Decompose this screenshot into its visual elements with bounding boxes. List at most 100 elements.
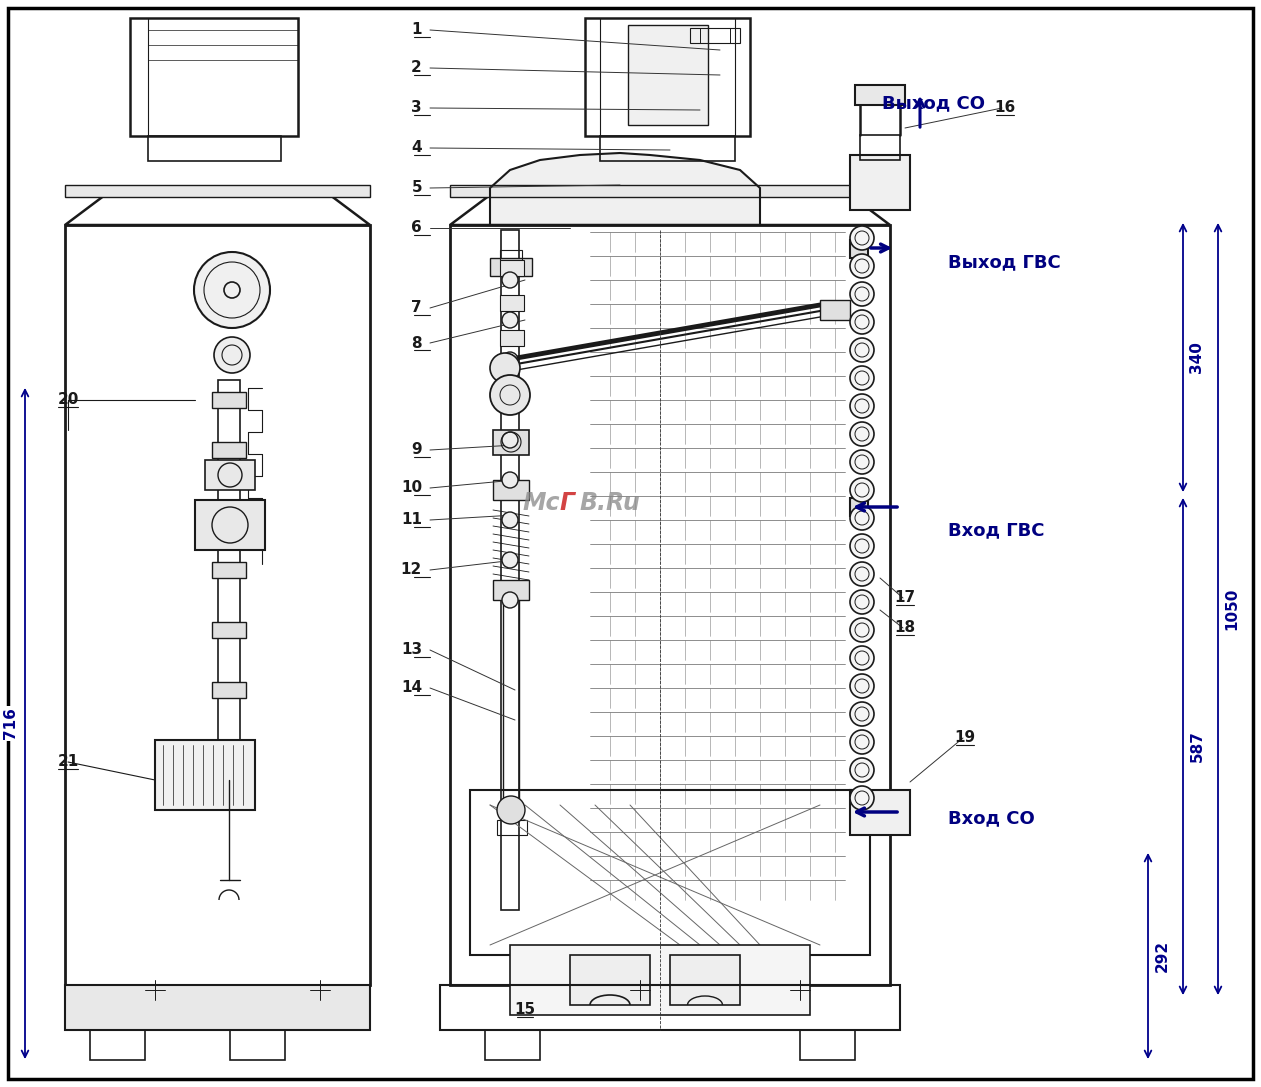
Bar <box>485 1030 540 1060</box>
Text: 6: 6 <box>411 221 422 236</box>
Bar <box>570 955 649 1005</box>
Text: 7: 7 <box>411 300 422 315</box>
Circle shape <box>502 472 518 488</box>
Text: 1050: 1050 <box>1224 588 1240 630</box>
Text: 19: 19 <box>955 730 976 746</box>
Text: 15: 15 <box>514 1002 536 1017</box>
Bar <box>600 136 735 161</box>
Circle shape <box>502 392 518 408</box>
Circle shape <box>502 512 518 528</box>
Text: 5: 5 <box>411 180 422 196</box>
Bar <box>850 498 868 516</box>
Circle shape <box>850 254 874 278</box>
Bar <box>690 28 740 43</box>
Circle shape <box>850 507 874 530</box>
Bar <box>855 85 905 105</box>
Text: 13: 13 <box>401 642 422 658</box>
Circle shape <box>850 393 874 418</box>
Text: 8: 8 <box>411 336 422 350</box>
Text: 12: 12 <box>401 562 422 577</box>
Text: Вход ГВС: Вход ГВС <box>948 521 1044 539</box>
Circle shape <box>850 310 874 334</box>
Circle shape <box>850 282 874 307</box>
Circle shape <box>850 702 874 726</box>
Bar <box>155 740 255 810</box>
Circle shape <box>850 590 874 614</box>
Circle shape <box>850 758 874 782</box>
Text: 716: 716 <box>4 708 19 739</box>
Circle shape <box>194 252 270 328</box>
Text: 16: 16 <box>995 100 1015 115</box>
Bar <box>501 250 522 260</box>
Bar <box>799 1030 855 1060</box>
Circle shape <box>850 450 874 474</box>
Circle shape <box>502 592 518 608</box>
Bar <box>66 225 369 985</box>
Circle shape <box>502 432 518 448</box>
Circle shape <box>502 272 518 288</box>
Bar <box>501 260 525 276</box>
Text: Mc: Mc <box>522 491 560 515</box>
Bar <box>509 945 810 1015</box>
Bar <box>850 155 910 210</box>
Circle shape <box>850 562 874 586</box>
Bar <box>212 502 246 518</box>
Text: В.Ru: В.Ru <box>580 491 641 515</box>
Circle shape <box>214 337 250 373</box>
Bar <box>493 580 530 600</box>
Bar <box>850 790 910 835</box>
Bar <box>218 380 240 780</box>
Circle shape <box>850 478 874 502</box>
Bar <box>212 682 246 698</box>
Circle shape <box>502 552 518 569</box>
Text: 11: 11 <box>401 512 422 527</box>
Bar <box>148 136 281 161</box>
Bar <box>212 562 246 578</box>
Text: 4: 4 <box>411 140 422 155</box>
Text: 2: 2 <box>411 61 422 75</box>
Bar <box>470 790 870 955</box>
Text: 20: 20 <box>57 392 78 408</box>
Text: Выход ГВС: Выход ГВС <box>948 253 1061 271</box>
Bar <box>450 225 890 985</box>
Text: 1: 1 <box>411 23 422 37</box>
Circle shape <box>502 352 518 368</box>
Bar <box>130 18 298 136</box>
Bar <box>850 240 868 258</box>
Bar <box>212 442 246 458</box>
Text: 3: 3 <box>411 100 422 115</box>
Bar <box>450 185 890 197</box>
Bar <box>440 985 900 1030</box>
Bar <box>66 985 369 1030</box>
Bar <box>501 330 525 346</box>
Text: 292: 292 <box>1155 940 1169 972</box>
Circle shape <box>850 338 874 362</box>
Bar <box>585 18 750 136</box>
Text: 17: 17 <box>894 590 915 605</box>
Bar <box>670 955 740 1005</box>
Circle shape <box>850 786 874 810</box>
Bar <box>230 1030 285 1060</box>
Bar <box>503 600 520 820</box>
Text: 9: 9 <box>411 442 422 458</box>
Circle shape <box>491 375 530 415</box>
Circle shape <box>850 646 874 670</box>
Bar <box>628 25 707 125</box>
Bar <box>501 295 525 311</box>
Text: 21: 21 <box>57 754 78 770</box>
Bar <box>860 135 900 160</box>
Text: Выход СО: Выход СО <box>881 93 985 112</box>
Text: 14: 14 <box>401 680 422 696</box>
Circle shape <box>850 226 874 250</box>
Text: 340: 340 <box>1189 341 1204 374</box>
Bar <box>195 500 265 550</box>
Bar <box>501 230 520 910</box>
Circle shape <box>850 730 874 754</box>
Circle shape <box>491 353 520 383</box>
Text: 587: 587 <box>1189 730 1204 762</box>
Bar <box>491 258 532 276</box>
Text: 18: 18 <box>894 621 915 636</box>
Circle shape <box>497 796 525 824</box>
Bar <box>820 300 850 320</box>
Circle shape <box>502 312 518 328</box>
